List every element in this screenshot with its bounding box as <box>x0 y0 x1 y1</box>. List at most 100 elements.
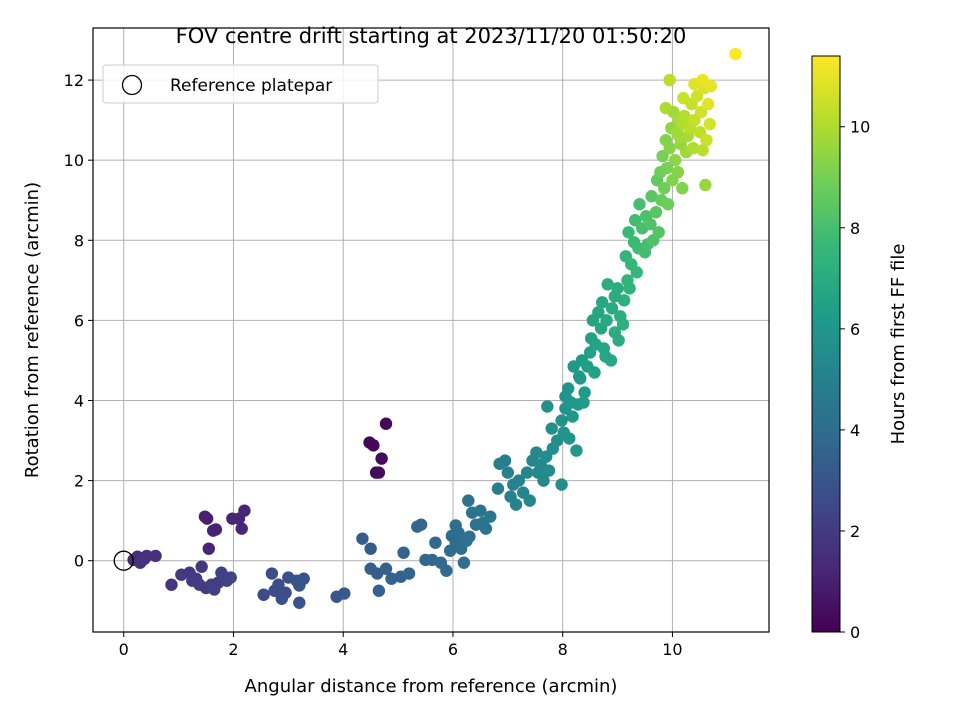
data-point <box>601 278 614 291</box>
data-point <box>474 504 487 517</box>
x-axis-label: Angular distance from reference (arcmin) <box>245 676 618 697</box>
x-tick-label: 10 <box>662 640 682 659</box>
data-point <box>279 586 292 599</box>
y-tick-label: 6 <box>74 311 84 330</box>
data-point <box>694 105 708 119</box>
data-point <box>484 510 497 523</box>
data-point <box>649 206 663 219</box>
data-point <box>238 504 251 517</box>
data-point <box>659 101 673 115</box>
y-tick-label: 10 <box>64 151 84 170</box>
reference-layer <box>113 550 134 571</box>
data-point <box>165 578 178 591</box>
colorbar <box>811 55 841 633</box>
data-point <box>200 512 214 525</box>
data-point <box>555 478 568 491</box>
data-point <box>656 149 669 163</box>
legend-entry-reference: Reference platepar <box>170 76 332 96</box>
data-point <box>563 432 576 445</box>
data-point <box>592 306 605 319</box>
data-point <box>595 296 609 309</box>
data-point <box>414 518 428 531</box>
colorbar-tick-label: 0 <box>850 623 860 642</box>
data-point <box>372 584 386 597</box>
data-point <box>338 587 351 600</box>
data-point <box>628 214 642 227</box>
data-point <box>696 143 709 157</box>
data-point <box>462 494 475 507</box>
data-point <box>630 266 643 279</box>
data-point <box>644 218 657 231</box>
data-point <box>577 396 590 409</box>
data-point <box>297 572 310 585</box>
data-point <box>605 302 619 315</box>
data-point <box>623 282 636 295</box>
data-point <box>570 444 583 457</box>
data-point <box>257 588 270 601</box>
data-point <box>622 226 635 239</box>
colorbar-tick-label: 2 <box>850 522 860 541</box>
data-point <box>588 366 601 379</box>
data-point <box>660 161 674 175</box>
x-tick-label: 0 <box>119 640 129 659</box>
data-point <box>379 417 393 430</box>
data-point <box>520 466 534 479</box>
data-point <box>202 542 215 555</box>
data-point <box>676 182 689 195</box>
data-point <box>545 422 558 435</box>
data-point <box>559 390 572 403</box>
y-tick-label: 12 <box>64 71 84 90</box>
data-point <box>690 89 704 103</box>
data-point <box>688 77 701 91</box>
data-point <box>677 91 690 105</box>
data-point <box>440 564 453 577</box>
data-point <box>356 532 369 545</box>
data-point <box>195 560 208 573</box>
data-point <box>491 482 505 495</box>
data-point <box>209 523 223 536</box>
x-tick-label: 2 <box>228 640 238 659</box>
data-point <box>530 446 543 459</box>
data-point <box>463 530 476 543</box>
data-point <box>224 571 237 584</box>
data-point <box>402 567 416 580</box>
data-point <box>375 452 388 465</box>
y-axis-label: Rotation from reference (arcmin) <box>22 182 43 478</box>
colorbar-tick-label: 10 <box>850 118 870 137</box>
x-tick-label: 4 <box>338 640 348 659</box>
data-point <box>149 549 162 563</box>
data-point <box>600 314 613 327</box>
data-point <box>379 562 393 575</box>
data-point <box>498 454 512 467</box>
data-point <box>512 474 525 487</box>
data-point <box>652 226 665 239</box>
data-point <box>509 498 523 511</box>
x-tick-label: 8 <box>558 640 568 659</box>
data-point <box>633 198 646 211</box>
colorbar-tick-label: 8 <box>850 219 860 238</box>
axis-ticks: 0 2 4 6 8 10 0 2 4 6 8 10 12 <box>64 71 683 659</box>
data-point <box>523 494 536 507</box>
data-point <box>452 526 465 539</box>
data-point <box>367 439 380 452</box>
data-point <box>672 129 686 143</box>
data-point <box>138 552 151 565</box>
data-point <box>397 546 410 559</box>
plot-area-frame <box>92 27 770 633</box>
data-point <box>501 466 515 479</box>
y-tick-label: 4 <box>74 391 84 410</box>
data-point <box>700 133 713 147</box>
data-point <box>542 464 556 477</box>
y-tick-label: 0 <box>74 552 84 571</box>
data-point <box>541 400 554 413</box>
data-point <box>663 73 676 87</box>
data-point <box>645 190 658 203</box>
data-point <box>537 474 550 487</box>
colorbar-ticks: 0 2 4 6 8 10 <box>840 118 870 642</box>
data-point <box>479 522 493 535</box>
data-point <box>555 414 568 427</box>
data-point <box>657 182 671 195</box>
data-point <box>663 141 676 155</box>
